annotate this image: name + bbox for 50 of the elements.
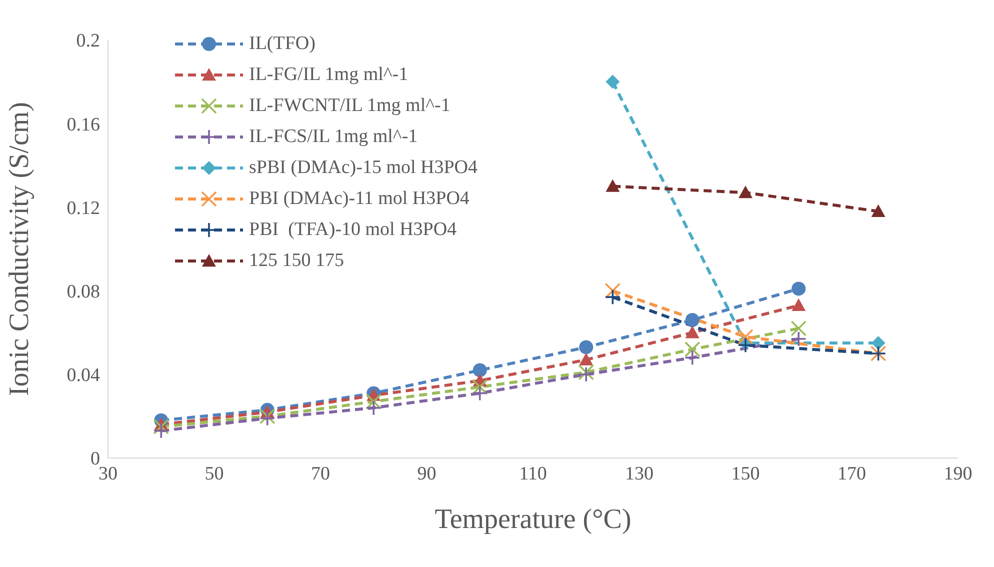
y-tick-label: 0 bbox=[90, 448, 100, 470]
point bbox=[684, 350, 700, 366]
legend-label: sPBI (DMAc)-15 mol H3PO4 bbox=[249, 156, 478, 180]
legend-label: IL-FWCNT/IL 1mg ml^-1 bbox=[249, 94, 450, 118]
y-tick-label: 0.08 bbox=[66, 282, 100, 303]
x-tick-label: 130 bbox=[625, 463, 654, 484]
legend-label: 125 150 175 bbox=[249, 249, 344, 273]
point bbox=[606, 179, 620, 192]
point bbox=[472, 363, 487, 378]
legend-label: IL(TFO) bbox=[249, 32, 316, 56]
x-tick-label: 150 bbox=[731, 463, 760, 484]
point bbox=[790, 330, 807, 347]
x-tick-label: 30 bbox=[98, 463, 118, 484]
point bbox=[792, 298, 806, 312]
point bbox=[738, 328, 754, 345]
point bbox=[738, 186, 752, 198]
point bbox=[871, 336, 886, 350]
y-tick-label: 0.12 bbox=[66, 198, 100, 219]
legend-label: IL-FCS/IL 1mg ml^-1 bbox=[249, 125, 418, 149]
point bbox=[606, 74, 620, 89]
x-tick-label: 190 bbox=[944, 463, 972, 484]
x-axis-title: Temperature (°C) bbox=[434, 504, 632, 535]
y-axis-title: Ionic Conductivity (S/cm) bbox=[4, 102, 35, 396]
point bbox=[790, 320, 807, 336]
point bbox=[685, 326, 700, 338]
point bbox=[792, 282, 806, 296]
x-tick-label: 110 bbox=[519, 463, 547, 484]
y-tick-label: 0.16 bbox=[66, 114, 100, 136]
point bbox=[684, 341, 700, 358]
point bbox=[738, 337, 754, 354]
point bbox=[871, 204, 886, 217]
point bbox=[685, 313, 700, 328]
point bbox=[472, 385, 488, 402]
x-tick-label: 70 bbox=[311, 463, 330, 484]
point bbox=[366, 394, 382, 410]
legend-label: PBI (TFA)-10 mol H3PO4 bbox=[249, 218, 457, 242]
x-tick-label: 170 bbox=[838, 463, 866, 484]
point bbox=[366, 400, 382, 416]
y-tick-label: 0.04 bbox=[66, 365, 100, 386]
y-tick-label: 0.2 bbox=[76, 30, 100, 52]
point bbox=[472, 379, 488, 395]
point bbox=[153, 422, 170, 439]
legend-label: IL-FG/IL 1mg ml^-1 bbox=[249, 63, 408, 87]
point bbox=[604, 289, 621, 305]
point bbox=[579, 340, 594, 354]
point bbox=[153, 418, 170, 435]
point bbox=[579, 352, 594, 366]
x-tick-label: 50 bbox=[204, 463, 224, 484]
legend-label: PBI (DMAc)-11 mol H3PO4 bbox=[249, 187, 470, 211]
x-tick-label: 90 bbox=[417, 463, 436, 484]
